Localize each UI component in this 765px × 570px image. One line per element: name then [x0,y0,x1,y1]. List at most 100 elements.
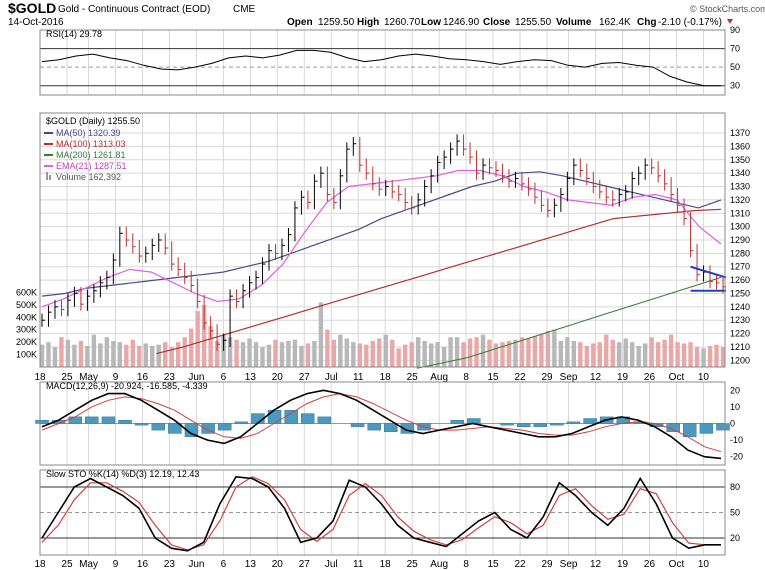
volume-bar [72,344,77,367]
volume-bar [694,347,700,367]
chg-value: -2.10 (-0.17%) [658,17,722,28]
low-value: 1246.90 [443,17,480,28]
macd-histogram-bar [101,416,116,424]
rsi-frame [39,29,726,96]
price-tick-1210: 1210 [730,342,750,352]
volume-bar [279,342,285,367]
volume-bar [163,342,168,367]
volume-bar [467,338,473,367]
volume-tick-100K: 100K [16,350,37,360]
bottom-x-tick-6: 6 [221,559,227,570]
volume-bar [292,339,298,367]
volume-tick-500K: 500K [16,300,37,310]
macd-histogram-bar [699,423,714,434]
volume-bar [636,345,641,367]
volume-bar [441,347,447,367]
volume-bar [46,342,51,367]
volume-bar [591,343,596,367]
volume-bar [597,342,602,367]
volume-bar [169,347,174,367]
sto-title: Slow STO %K(14) %D(3) 12.19, 12.43 [46,469,199,479]
volume-bar [428,343,434,367]
volume-bar [675,342,680,367]
price-tick-1250: 1250 [730,288,750,298]
volume-bar [701,348,706,367]
watermark: © StockCharts.com [690,4,765,14]
volume-bar [506,340,512,367]
bottom-x-tick-10: 10 [698,559,710,570]
volume-tick-200K: 200K [16,337,37,347]
volume-bar [513,339,518,367]
macd-histogram-bar [450,419,464,424]
sto-d-line [41,476,721,551]
price-title: $GOLD (Daily) 1255.50 [46,116,140,126]
volume-bar [493,343,499,367]
macd-tick--20: -20 [730,452,743,462]
volume-bar [176,342,181,367]
close-label: Close [483,17,511,28]
x-tick-25: 25 [61,372,73,383]
macd-histogram-bar [301,413,315,424]
volume-bar [227,337,233,367]
x-tick-19: 19 [617,372,629,383]
macd-histogram-bar [217,423,232,431]
x-tick-13: 13 [245,372,257,383]
volume-bar [52,347,58,367]
volume-bar [85,345,90,367]
volume-bar [286,340,291,367]
sto-k-line [41,475,721,552]
volume-bar [351,342,356,367]
bottom-x-tick-11: 11 [353,559,364,570]
macd-histogram-bar [168,423,182,434]
x-tick-May: May [79,372,98,383]
macd-histogram-bar [666,423,680,433]
macd-histogram-bar [184,423,199,437]
x-tick-9: 9 [113,372,119,383]
macd-frame [39,381,726,466]
bottom-x-tick-16: 16 [137,559,149,570]
chart-date: 14-Oct-2016 [8,17,64,28]
sto-tick-20: 20 [730,533,740,543]
volume-bar [266,344,272,367]
volume-bar [630,342,635,367]
bottom-x-tick-Aug: Aug [430,559,448,570]
macd-tick-10: 10 [730,402,740,412]
volume-bar [78,340,84,367]
volume-bar [461,342,466,367]
x-tick-22: 22 [514,372,526,383]
volume-bar [519,337,525,367]
x-tick-26: 26 [644,372,656,383]
macd-histogram-bar [317,416,332,424]
x-tick-12: 12 [590,372,602,383]
symbol-title: $GOLD [8,0,56,16]
x-tick-23: 23 [164,372,176,383]
bottom-x-tick-25: 25 [61,559,73,570]
volume-bar [415,337,421,367]
volume-bar [617,342,622,367]
volume-bar [299,345,304,367]
price-tick-1220: 1220 [730,329,750,339]
macd-histogram-bar [284,410,298,424]
bottom-x-tick-18: 18 [380,559,392,570]
macd-histogram-bar [467,418,481,424]
volume-bar [565,337,570,367]
bottom-x-tick-27: 27 [299,559,311,570]
macd-histogram-bar [234,421,249,424]
bottom-x-tick-29: 29 [541,559,553,570]
open-value: 1259.50 [318,17,355,28]
macd-histogram-bar [68,416,82,424]
rsi-title: RSI(14) 29.78 [46,29,102,39]
volume-bar [253,342,259,367]
volume-bar [552,329,557,367]
x-tick-8: 8 [463,372,469,383]
rsi-line [41,49,721,87]
price-tick-1370: 1370 [730,128,750,138]
bottom-x-tick-25: 25 [407,559,419,570]
volume-bar [539,334,544,367]
macd-line [41,389,722,460]
volume-bar [409,342,414,367]
volume-bar [545,330,551,367]
volume-bar [500,342,505,367]
legend-swatches [44,132,53,180]
